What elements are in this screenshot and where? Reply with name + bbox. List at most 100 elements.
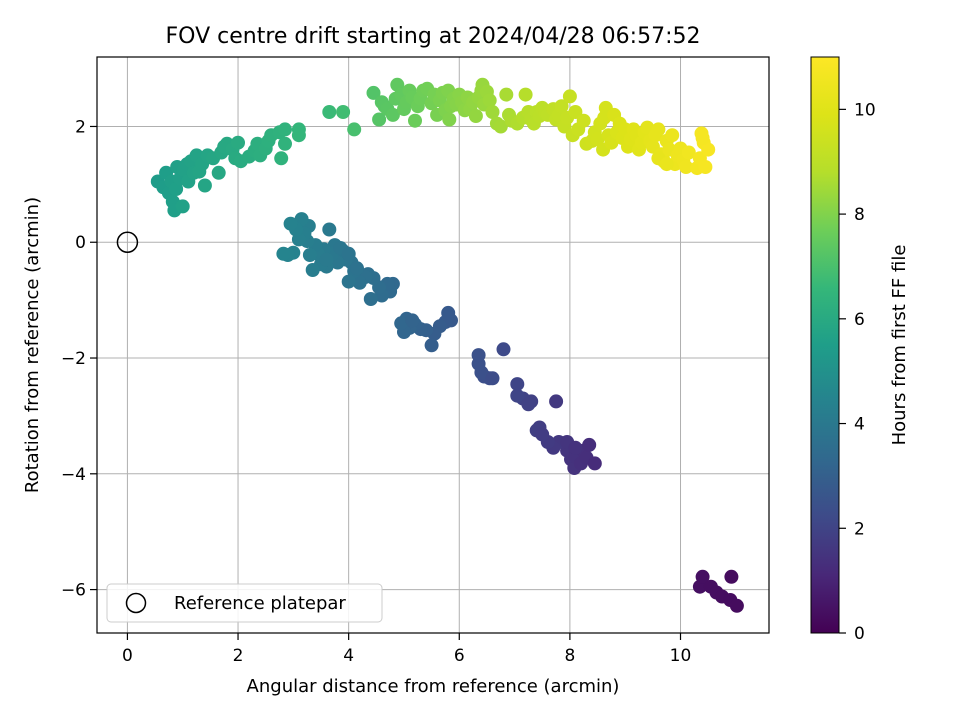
data-point (604, 135, 619, 150)
colorbar (810, 56, 840, 634)
data-point (363, 292, 378, 306)
legend-label: Reference platepar (174, 593, 346, 614)
colorbar-tick-label: 6 (854, 310, 865, 330)
data-point (590, 132, 605, 147)
y-tick-label: −4 (61, 465, 86, 485)
data-point (485, 105, 500, 119)
data-point (651, 122, 666, 137)
chart-title: FOV centre drift starting at 2024/04/28 … (166, 24, 701, 49)
data-point (283, 216, 298, 231)
data-point (695, 569, 710, 584)
x-tick-label: 6 (454, 646, 465, 666)
data-point (274, 151, 289, 166)
data-point (341, 246, 356, 261)
data-point (681, 145, 696, 160)
data-point (499, 87, 514, 102)
data-point (496, 342, 511, 357)
axes-frame (96, 56, 770, 634)
y-axis-label: Rotation from reference (arcmin) (22, 197, 43, 493)
y-tick-label: −2 (61, 349, 86, 369)
data-point (482, 93, 497, 108)
data-point (197, 178, 212, 193)
data-point (576, 113, 591, 128)
data-point (665, 128, 680, 143)
data-point (518, 87, 533, 102)
data-point (442, 112, 457, 127)
data-point (698, 160, 713, 174)
data-point (535, 427, 550, 442)
data-point (659, 157, 674, 172)
data-point (366, 85, 381, 100)
data-point (554, 99, 569, 114)
data-point (211, 165, 226, 180)
data-point (510, 388, 525, 403)
data-point (302, 248, 317, 262)
data-point (729, 598, 744, 613)
data-point (424, 338, 439, 353)
data-point (510, 377, 525, 392)
y-tick-label: −6 (61, 581, 86, 601)
data-point (394, 316, 409, 331)
x-axis-ticks: 0 2 4 6 8 10 (122, 633, 691, 666)
reference-platepar-marker (116, 231, 139, 253)
data-point (695, 131, 710, 145)
data-point (549, 394, 564, 409)
colorbar-label: Hours from first FF file (889, 245, 910, 446)
data-point (701, 142, 716, 157)
data-point (341, 274, 356, 289)
data-point (278, 136, 292, 151)
data-point (568, 440, 583, 455)
data-point (562, 89, 577, 104)
data-point (322, 105, 337, 119)
data-point (582, 437, 597, 452)
x-axis-label: Angular distance from reference (arcmin) (247, 676, 620, 697)
colorbar-tick-label: 4 (854, 415, 865, 435)
data-point (485, 371, 500, 386)
legend-marker (125, 592, 147, 614)
data-point (405, 313, 420, 328)
data-point (521, 397, 536, 412)
data-point (408, 113, 422, 128)
data-point (372, 112, 387, 127)
x-tick-label: 8 (564, 646, 575, 666)
data-point (724, 569, 739, 584)
data-point (493, 119, 508, 134)
data-point (352, 275, 367, 290)
data-point (305, 263, 320, 277)
data-point (471, 348, 486, 363)
x-tick-label: 2 (233, 646, 244, 666)
scatter-points (150, 77, 744, 613)
x-tick-label: 10 (670, 646, 692, 666)
data-point (231, 135, 245, 150)
data-point (350, 261, 364, 276)
y-axis-ticks: −6 −4 −2 0 2 (61, 117, 97, 601)
colorbar-ticks: 0 2 4 6 8 10 (839, 100, 876, 644)
data-point (336, 105, 351, 119)
colorbar-tick-label: 2 (854, 519, 865, 539)
colorbar-tick-label: 10 (854, 100, 876, 120)
data-point (276, 246, 291, 261)
colorbar-tick-label: 8 (854, 205, 865, 225)
colorbar-tick-label: 0 (854, 624, 865, 644)
data-point (568, 105, 583, 119)
data-point (175, 199, 190, 214)
data-point (291, 128, 306, 143)
data-point (385, 107, 400, 122)
reference-marker-layer (116, 231, 139, 253)
x-tick-label: 4 (343, 646, 354, 666)
data-point (468, 109, 483, 123)
data-point (441, 305, 456, 320)
legend: Reference platepar (106, 583, 383, 623)
y-tick-label: 0 (75, 233, 86, 253)
legend-box (106, 583, 383, 623)
data-point (587, 456, 602, 471)
data-point (294, 212, 309, 227)
data-point (278, 122, 292, 137)
data-point (322, 222, 337, 237)
data-point (319, 252, 334, 267)
y-tick-label: 2 (75, 117, 86, 137)
data-point (347, 122, 362, 137)
x-tick-label: 0 (122, 646, 133, 666)
data-point (679, 160, 693, 174)
